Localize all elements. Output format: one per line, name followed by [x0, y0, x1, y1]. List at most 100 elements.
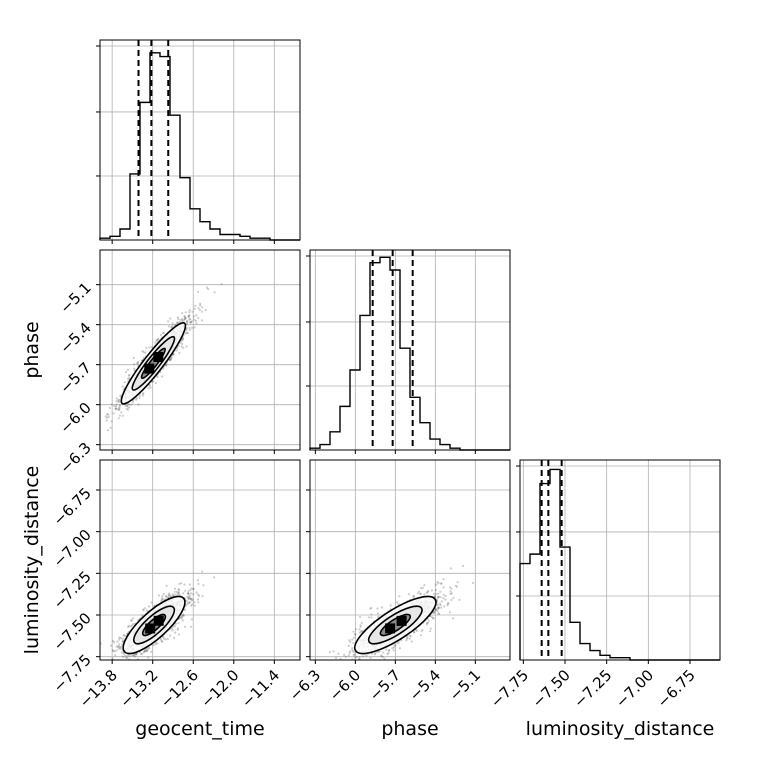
sample-point	[175, 590, 178, 594]
sample-point	[174, 622, 177, 625]
sample-point	[332, 650, 335, 653]
sample-point	[118, 646, 121, 649]
sample-point	[155, 339, 158, 342]
sample-point	[178, 593, 181, 596]
sample-point	[206, 286, 209, 289]
sample-point	[188, 596, 191, 599]
sample-point	[449, 567, 452, 570]
sample-point	[353, 653, 356, 657]
sample-point	[107, 415, 110, 418]
sample-point	[448, 586, 451, 589]
x-tick-label-geocent-time: −12.0	[197, 666, 242, 711]
sample-point	[115, 645, 118, 648]
sample-point	[128, 654, 131, 658]
sample-point	[190, 326, 194, 329]
sample-point	[104, 415, 107, 418]
sample-point	[184, 589, 187, 592]
sample-point	[190, 604, 193, 607]
sample-point	[437, 582, 440, 585]
sample-point	[423, 584, 426, 587]
sample-point	[197, 601, 200, 604]
sample-point	[130, 619, 133, 622]
sample-point	[186, 332, 189, 335]
sample-point	[142, 351, 145, 354]
sample-point	[141, 652, 144, 655]
sample-point	[436, 610, 439, 613]
sample-point	[450, 592, 453, 595]
sample-point	[201, 310, 204, 313]
sample-point	[117, 645, 120, 648]
sample-point	[152, 644, 155, 647]
sample-point	[197, 290, 200, 293]
sample-point	[174, 593, 177, 596]
y-tick-label-phase: −5.4	[56, 319, 94, 357]
sample-point	[187, 315, 190, 318]
sample-point	[370, 613, 373, 616]
sample-point	[354, 632, 357, 636]
sample-point	[358, 656, 361, 659]
sample-point	[376, 607, 379, 610]
sample-point	[176, 316, 179, 319]
sample-point	[380, 655, 383, 658]
sample-point	[150, 601, 153, 604]
sample-point	[141, 394, 144, 397]
sample-point	[412, 631, 416, 634]
sample-point	[168, 593, 171, 596]
sample-point	[168, 359, 172, 362]
sample-point	[349, 640, 352, 644]
sample-point	[117, 400, 120, 403]
sample-point	[157, 594, 161, 597]
sample-point	[184, 311, 187, 314]
sample-point	[442, 586, 445, 589]
sample-point	[161, 375, 164, 378]
sample-point	[143, 649, 146, 652]
sample-point	[138, 396, 141, 399]
sample-point	[382, 651, 385, 654]
sample-point	[170, 356, 173, 359]
sample-point	[124, 404, 127, 407]
sample-point	[408, 637, 411, 640]
sample-point	[136, 362, 139, 365]
x-tick-label-luminosity-distance: −6.75	[654, 666, 699, 711]
sample-point	[117, 417, 120, 420]
sample-point	[431, 617, 434, 620]
sample-point	[180, 319, 183, 322]
sample-point	[122, 634, 125, 637]
sample-point	[472, 581, 475, 585]
sample-point	[179, 318, 182, 321]
sample-point	[358, 628, 361, 631]
sample-point	[109, 426, 112, 429]
sample-point	[166, 638, 169, 641]
sample-point	[134, 655, 137, 658]
sample-point	[190, 587, 193, 590]
sample-point	[154, 643, 157, 646]
sample-point	[172, 625, 175, 628]
sample-point	[129, 625, 132, 628]
sample-point	[150, 345, 153, 349]
sample-point	[365, 654, 368, 657]
sample-point	[115, 405, 118, 408]
sample-point	[423, 593, 426, 596]
sample-point	[111, 639, 115, 643]
sample-point	[183, 318, 186, 321]
sample-point	[132, 654, 135, 657]
sample-point	[128, 406, 131, 409]
sample-point	[436, 607, 440, 610]
sample-point	[455, 585, 458, 588]
x-tick-label-phase: −5.1	[446, 666, 484, 704]
sample-point	[178, 582, 181, 586]
sample-point	[111, 649, 114, 652]
sample-point	[405, 639, 408, 642]
sample-point	[133, 363, 136, 366]
sample-point	[408, 634, 411, 637]
sample-point	[133, 367, 136, 370]
sample-point	[113, 650, 116, 653]
sample-point	[184, 316, 187, 320]
sample-point	[121, 637, 124, 640]
sample-point	[197, 593, 200, 596]
sample-point	[128, 377, 131, 380]
sample-point	[162, 332, 165, 335]
sample-point	[452, 617, 455, 620]
sample-point	[119, 394, 122, 397]
sample-point	[114, 408, 117, 411]
